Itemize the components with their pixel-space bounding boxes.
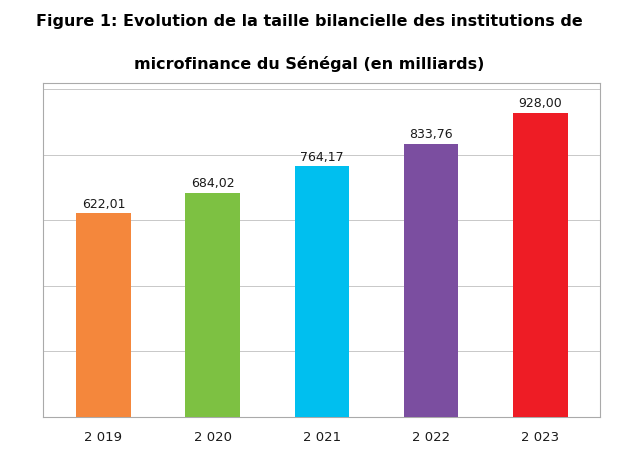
Text: Figure 1: Evolution de la taille bilancielle des institutions de: Figure 1: Evolution de la taille bilanci… <box>36 14 583 29</box>
Text: 764,17: 764,17 <box>300 151 344 164</box>
Text: 684,02: 684,02 <box>191 177 235 190</box>
Bar <box>295 167 349 417</box>
Bar <box>513 113 568 417</box>
Text: 622,01: 622,01 <box>82 197 125 210</box>
Bar <box>185 193 240 417</box>
Bar <box>76 213 131 417</box>
Text: 833,76: 833,76 <box>409 128 453 141</box>
Text: 928,00: 928,00 <box>519 97 562 110</box>
Bar <box>404 144 459 417</box>
Text: microfinance du Sénégal (en milliards): microfinance du Sénégal (en milliards) <box>134 56 485 71</box>
